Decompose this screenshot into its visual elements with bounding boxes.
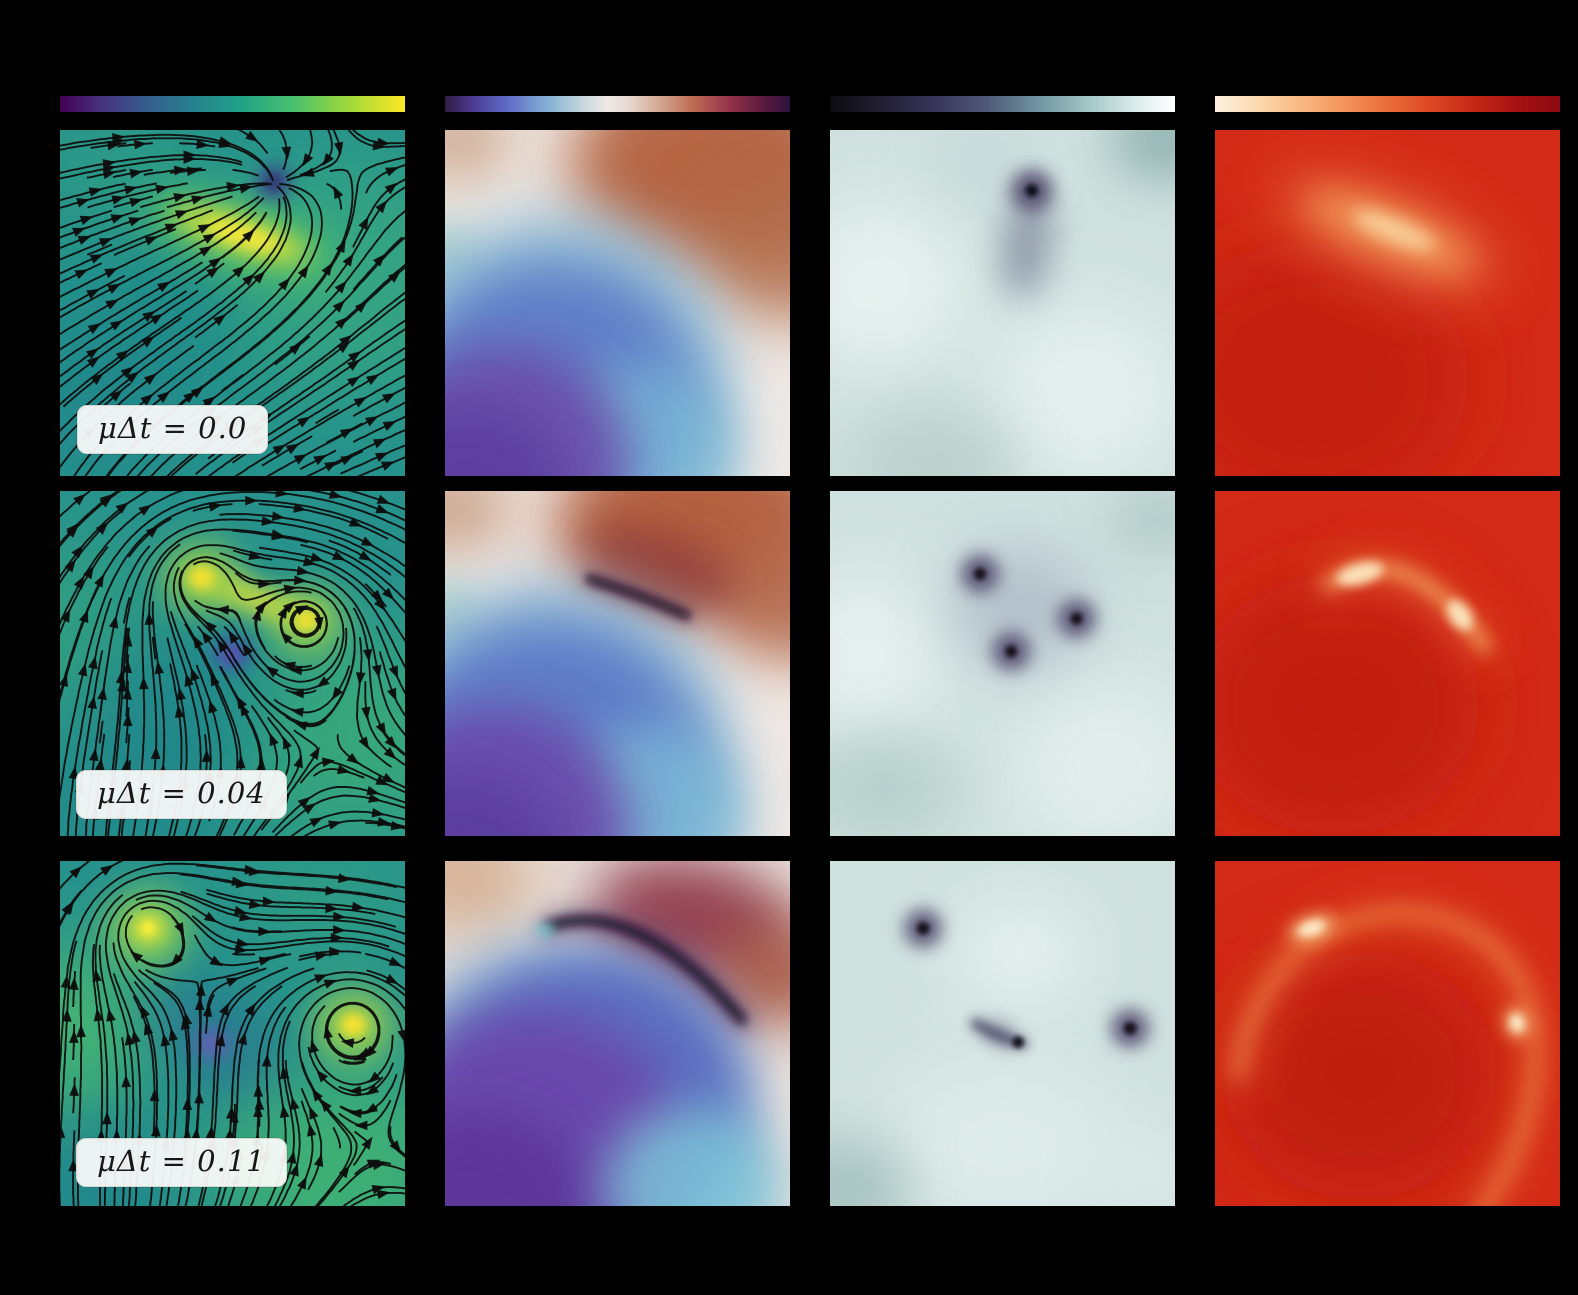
panel-r1c3-defect-density [830,130,1175,476]
panel-r3c3-defect-density [830,861,1175,1206]
panel-r1c4-amplitude [1215,130,1560,476]
panel-r2c3-defect-density [830,491,1175,836]
panel-r3c2-phase [445,861,790,1206]
colorbar-col2 [445,96,790,112]
row-label-1: μΔt = 0.0 [77,405,269,454]
colorbar-col1 [60,96,405,112]
row-label-2: μΔt = 0.04 [76,770,287,819]
colorbar-col3 [830,96,1175,112]
panel-r1c2-phase [445,130,790,476]
panel-r2c4-amplitude [1215,491,1560,836]
colorbar-col4 [1215,96,1560,112]
row-label-3: μΔt = 0.11 [76,1138,287,1187]
panel-r3c4-amplitude [1215,861,1560,1206]
panel-r2c2-phase [445,491,790,836]
